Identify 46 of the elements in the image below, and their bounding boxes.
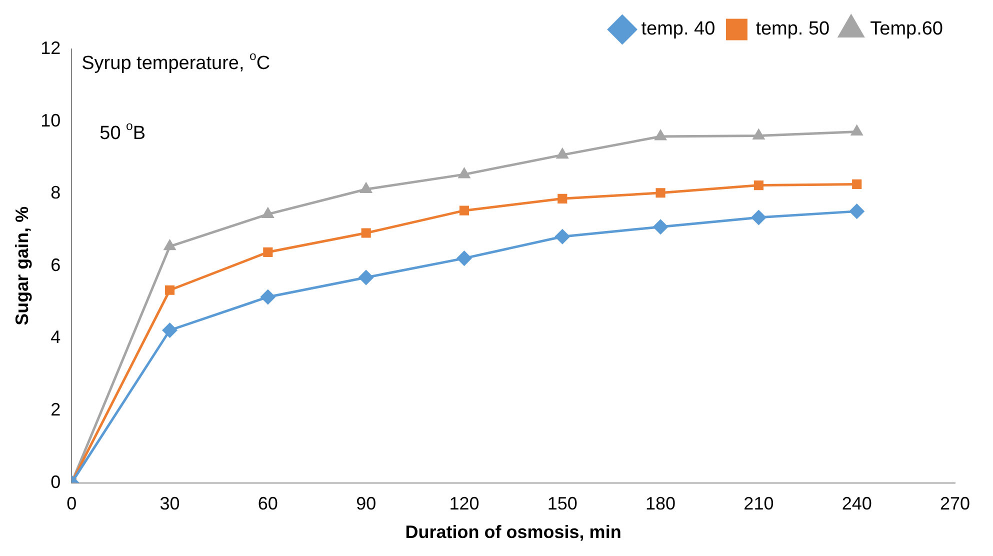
legend-label: Temp.60 xyxy=(870,18,943,40)
x-tick-label: 270 xyxy=(940,494,970,514)
y-tick-label: 4 xyxy=(50,327,61,348)
point xyxy=(852,179,862,189)
point xyxy=(656,188,666,198)
x-tick-label: 90 xyxy=(356,494,376,514)
point xyxy=(260,290,276,304)
x-tick-label: 30 xyxy=(160,494,180,514)
x-tick-label: 60 xyxy=(258,494,278,514)
x-tick-label: 210 xyxy=(744,494,774,514)
legend-label: temp. 50 xyxy=(756,18,830,40)
point xyxy=(456,251,472,266)
point xyxy=(753,130,764,140)
x-axis-title: Duration of osmosis, min xyxy=(405,522,622,542)
point xyxy=(653,220,668,234)
point xyxy=(164,240,176,250)
point xyxy=(262,208,274,218)
y-tick-label: 0 xyxy=(50,472,61,492)
x-tick-label: 180 xyxy=(646,494,676,514)
point xyxy=(360,183,372,194)
point xyxy=(555,229,570,244)
point xyxy=(851,126,862,136)
y-tick-label: 6 xyxy=(50,254,61,275)
legend-label: temp. 40 xyxy=(641,18,716,40)
x-tick-label: 150 xyxy=(547,494,578,514)
y-axis-title: Sugar gain, % xyxy=(12,206,32,326)
point xyxy=(358,270,374,285)
point xyxy=(754,180,764,190)
point xyxy=(162,322,178,338)
x-tick-label: 120 xyxy=(449,494,480,514)
point xyxy=(654,130,666,140)
y-tick-label: 12 xyxy=(40,38,61,58)
point xyxy=(558,194,568,204)
y-tick-label: 10 xyxy=(40,110,61,130)
y-tick-label: 2 xyxy=(50,399,61,420)
point xyxy=(361,228,371,238)
x-tick-label: 240 xyxy=(842,494,872,514)
point xyxy=(556,148,568,159)
point xyxy=(459,206,470,216)
point xyxy=(458,168,470,178)
x-tick-label: 0 xyxy=(66,494,77,514)
point xyxy=(850,204,864,219)
y-tick-label: 8 xyxy=(50,182,61,203)
point xyxy=(751,210,766,225)
point xyxy=(164,285,175,295)
point xyxy=(263,247,273,257)
